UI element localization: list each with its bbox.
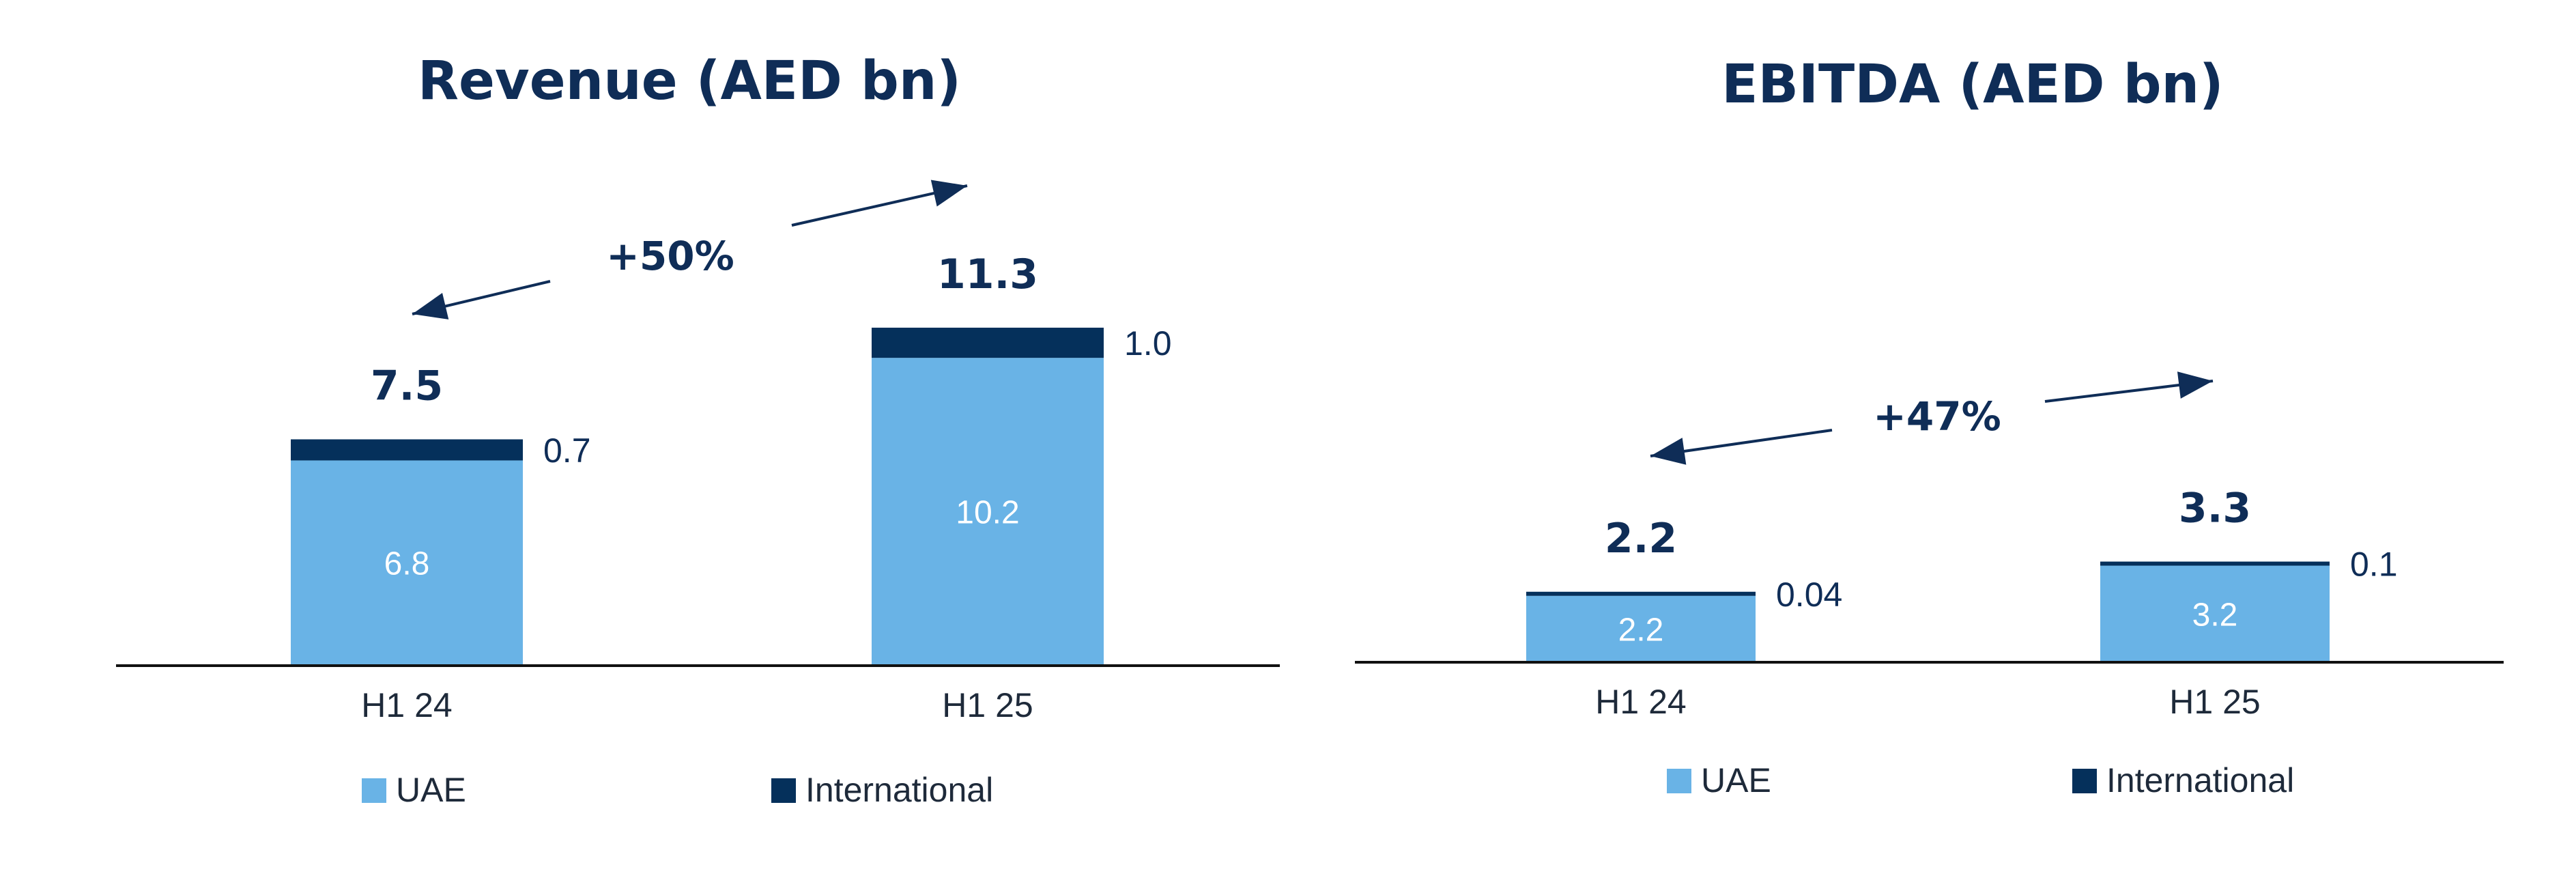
revenue-legend-international-swatch: [771, 778, 796, 803]
revenue-international-value-label-1: 0.7: [543, 431, 591, 470]
ebitda-bar-uae-1: [1526, 595, 1756, 662]
revenue-total-label-2: 11.3: [937, 251, 1038, 298]
revenue-bar-international-1: [291, 439, 523, 461]
ebitda-uae-value-label-2: 3.2: [2192, 597, 2238, 633]
revenue-legend-uae-swatch: [362, 778, 386, 803]
revenue-bar-uae-1: [291, 460, 523, 666]
ebitda-international-value-label-2: 0.1: [2350, 545, 2398, 584]
ebitda-legend-uae-label: UAE: [1701, 761, 1771, 799]
ebitda-bar-international-1: [1526, 591, 1756, 596]
ebitda-growth-arrowhead-right: [2177, 371, 2213, 399]
ebitda-legend-uae-swatch: [1667, 769, 1691, 793]
ebitda-x-tick-label-1: H1 24: [1595, 683, 1686, 721]
ebitda-growth-label: +47%: [1873, 393, 2001, 440]
revenue-growth-label: +50%: [606, 233, 734, 279]
revenue-uae-value-label-1: 6.8: [384, 546, 430, 582]
ebitda-bar-international-2: [2100, 561, 2330, 566]
revenue-legend-international-label: International: [805, 771, 993, 809]
ebitda-chart-title: EBITDA (AED bn): [1721, 54, 2223, 115]
ebitda-total-label-2: 3.3: [2179, 485, 2251, 533]
revenue-growth-arrowhead-right: [930, 180, 967, 207]
revenue-chart-title: Revenue (AED bn): [418, 51, 961, 112]
revenue-x-tick-label-1: H1 24: [361, 686, 452, 724]
revenue-growth-arrowhead-left: [412, 292, 449, 320]
ebitda-growth-arrowhead-left: [1650, 438, 1687, 465]
ebitda-legend-international-label: International: [2106, 761, 2294, 799]
revenue-bar-international-2: [872, 327, 1104, 358]
revenue-uae-value-label-2: 10.2: [956, 495, 1019, 531]
revenue-bar-uae-2: [872, 358, 1104, 666]
ebitda-legend-international-swatch: [2072, 769, 2097, 793]
ebitda-x-tick-label-2: H1 25: [2169, 683, 2260, 721]
revenue-total-label-1: 7.5: [371, 363, 443, 410]
revenue-international-value-label-2: 1.0: [1124, 324, 1172, 363]
revenue-x-tick-label-2: H1 25: [942, 686, 1033, 724]
ebitda-total-label-1: 2.2: [1605, 515, 1677, 563]
ebitda-bar-uae-2: [2100, 565, 2330, 662]
ebitda-international-value-label-1: 0.04: [1776, 576, 1842, 614]
ebitda-uae-value-label-1: 2.2: [1618, 612, 1664, 648]
revenue-legend-uae-label: UAE: [396, 771, 466, 809]
